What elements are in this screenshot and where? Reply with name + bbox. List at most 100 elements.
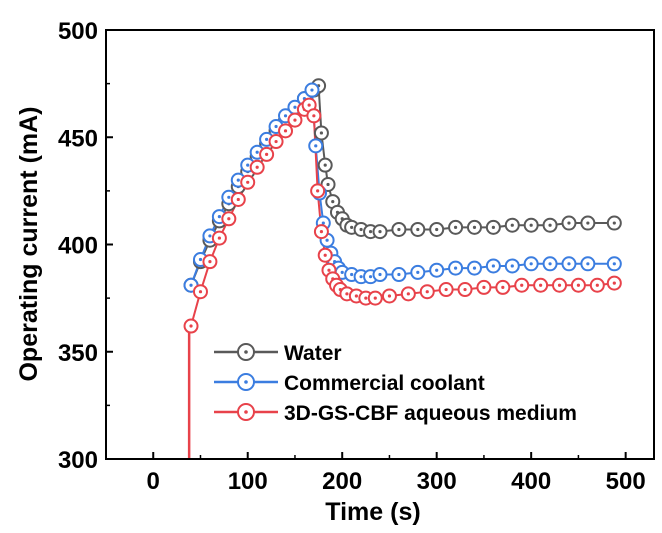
data-point [230,191,246,207]
data-point [313,125,329,141]
marker-dot [510,223,514,227]
data-point [419,284,435,300]
marker-dot [293,105,297,109]
x-axis-title: Time (s) [325,498,420,526]
data-point [410,264,426,280]
marker-dot [255,150,259,154]
data-point [561,215,577,231]
marker-dot [319,131,324,135]
data-point [552,277,568,293]
marker-dot [323,253,327,257]
marker-dot [359,227,363,232]
marker-dot [246,163,250,167]
marker-dot [265,152,269,157]
legend-label: 3D-GS-CBF aqueous medium [284,402,577,425]
marker-dot [529,223,533,227]
data-point [183,318,199,334]
data-point [485,219,501,235]
marker-dot [387,294,392,298]
marker-dot [612,281,616,285]
y-tick-label: 500 [58,18,98,45]
marker-dot [406,292,410,296]
data-point [211,230,227,246]
x-tick-label: 300 [417,468,457,495]
data-point [523,217,539,233]
marker-dot [359,275,363,279]
plot-area [183,78,622,459]
marker-dot [274,124,278,129]
data-point [202,254,218,270]
marker-dot [491,225,495,229]
data-point [523,256,539,272]
legend-item-2: Commercial coolant [214,372,485,395]
data-point [580,256,596,272]
marker-dot [463,287,467,292]
data-point [495,279,511,295]
series-line-1 [190,83,615,286]
x-tick-label: 200 [322,468,362,495]
marker-dot [307,103,311,107]
marker-dot [453,225,458,229]
data-point [410,221,426,237]
legend-marker-dot [244,410,248,414]
marker-dot [595,283,599,287]
marker-dot [314,144,318,148]
marker-dot [612,262,616,266]
y-tick-label: 400 [58,233,98,260]
data-point [306,108,322,124]
marker-dot [373,296,377,300]
marker-dot [397,272,401,277]
legend-item-1: Water [214,342,342,365]
marker-dot [354,294,358,298]
data-point [606,256,622,272]
marker-dot [482,285,486,289]
data-point [448,219,464,235]
legend: Water Commercial coolant 3D-GS-CBF aqueous… [214,342,577,425]
data-point [561,256,577,272]
marker-dot [326,182,330,187]
marker-dot [425,290,429,294]
y-tick-label: 350 [58,340,98,367]
series-line-2 [190,87,615,286]
marker-dot [378,230,382,234]
data-point [466,219,482,235]
legend-marker-dot [244,350,248,354]
marker-dot [529,262,533,266]
marker-dot [227,195,231,199]
marker-dot [567,262,571,266]
data-point [317,157,333,173]
data-point [542,217,558,233]
marker-dot [316,189,320,193]
data-point [400,286,416,302]
data-point [259,146,275,162]
marker-dot [378,272,382,277]
marker-dot [576,283,581,287]
data-point [429,262,445,278]
data-point [287,112,303,128]
data-point [372,224,388,240]
data-point [476,279,492,295]
marker-dot [323,163,327,167]
marker-dot [548,262,552,266]
marker-dot [368,230,373,234]
marker-dot [501,285,505,289]
marker-dot [283,129,288,133]
x-tick-label: 500 [606,468,646,495]
marker-dot [453,266,458,270]
data-point [391,221,407,237]
data-point [313,224,329,240]
data-point [580,215,596,231]
marker-dot [491,264,495,268]
data-point [542,256,558,272]
legend-item-3: 3D-GS-CBF aqueous medium [214,402,577,425]
data-point [367,290,383,306]
marker-dot [208,260,212,264]
marker-dot [198,257,203,262]
marker-dot [321,221,325,225]
marker-dot [325,238,329,242]
legend-label: Water [284,342,342,365]
data-point [466,260,482,276]
x-tick-label: 400 [511,468,551,495]
data-point [249,159,265,175]
